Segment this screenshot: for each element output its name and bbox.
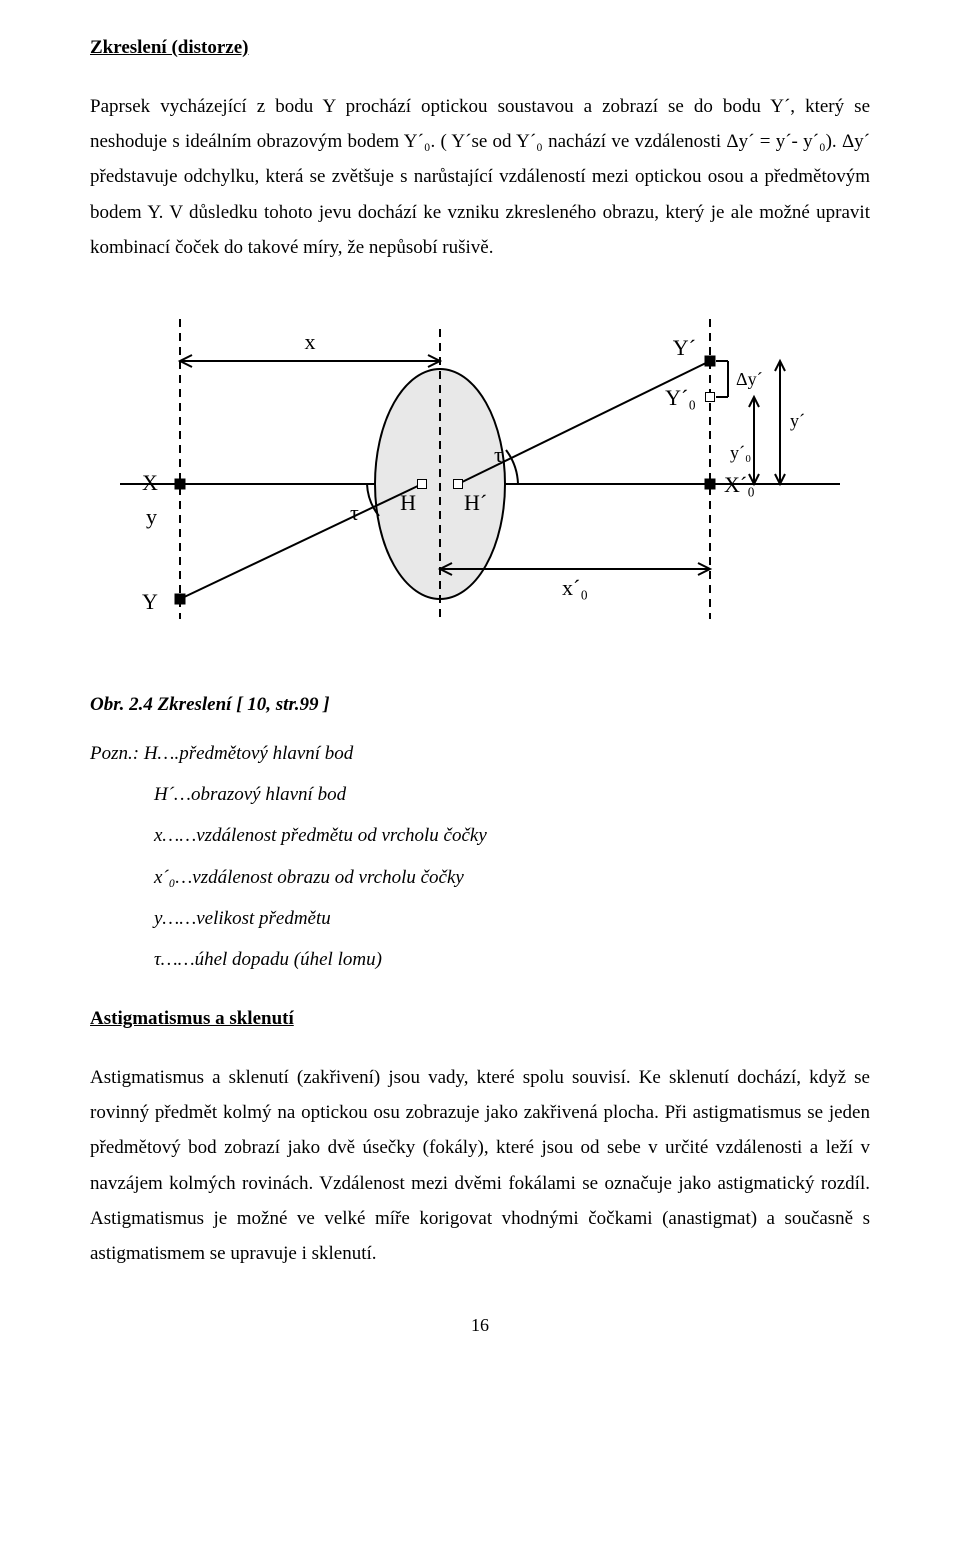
paragraph-distortion: Paprsek vycházející z bodu Y prochází op…: [90, 89, 870, 265]
figure-caption: Obr. 2.4 Zkreslení [ 10, str.99 ]: [90, 687, 870, 722]
legend-xp0: x´₀…vzdálenost obrazu od vrcholu čočky: [154, 860, 870, 895]
page-container: Zkreslení (distorze) Paprsek vycházející…: [0, 0, 960, 1382]
section-heading-astigmatism: Astigmatismus a sklenutí: [90, 1001, 870, 1036]
svg-text:H: H: [400, 490, 416, 515]
section-heading-distortion: Zkreslení (distorze): [90, 30, 870, 65]
svg-text:y´₀: y´₀: [730, 442, 751, 462]
svg-text:Y´: Y´: [673, 335, 696, 360]
svg-text:Δy´: Δy´: [736, 369, 763, 389]
svg-text:τ: τ: [350, 500, 359, 525]
svg-text:H´: H´: [464, 490, 487, 515]
svg-text:y´: y´: [790, 410, 805, 430]
svg-text:τ: τ: [494, 442, 503, 467]
svg-text:Y: Y: [142, 589, 158, 614]
svg-text:y: y: [146, 504, 157, 529]
paragraph-astigmatism: Astigmatismus a sklenutí (zakřivení) jso…: [90, 1060, 870, 1271]
svg-text:X´₀: X´₀: [724, 472, 755, 497]
svg-text:x: x: [305, 329, 316, 354]
svg-text:Y´₀: Y´₀: [665, 385, 696, 410]
legend-x: x……vzdálenost předmětu od vrcholu čočky: [154, 818, 870, 853]
legend-tau: τ……úhel dopadu (úhel lomu): [154, 942, 870, 977]
figure-distortion-diagram: X y Y x τ τ H H´ Y´ Δy´ Y´₀ y´ y´₀ X´₀ x…: [90, 299, 870, 651]
svg-text:X: X: [142, 470, 158, 495]
legend-y: y……velikost předmětu: [154, 901, 870, 936]
diagram-svg: X y Y x τ τ H H´ Y´ Δy´ Y´₀ y´ y´₀ X´₀ x…: [110, 299, 850, 639]
legend-Hp: H´…obrazový hlavní bod: [154, 777, 870, 812]
page-number: 16: [90, 1309, 870, 1342]
legend-H: Pozn.: H….předmětový hlavní bod: [90, 736, 870, 771]
svg-text:x´₀: x´₀: [562, 575, 588, 600]
